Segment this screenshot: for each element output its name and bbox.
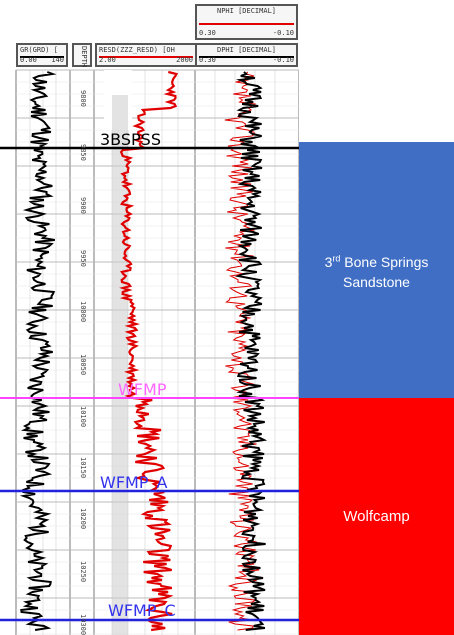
nphi-track-header: NPHI [DECIMAL] 0.30 -0.10 [195, 4, 298, 40]
depth-label: 9950 [79, 250, 87, 267]
dphi-curve-swatch [199, 56, 294, 58]
depth-label: 10150 [79, 457, 87, 479]
dphi-curve-title: DPHI [DECIMAL] [217, 46, 277, 54]
top-label-wfmp-c: WFMP_C [108, 601, 176, 620]
depth-label: 10050 [79, 354, 87, 376]
nphi-curve [224, 71, 260, 631]
depth-label: 9850 [79, 144, 87, 161]
top-label-wfmp: WFMP [118, 380, 167, 399]
gr-scale-max: 140 [51, 56, 64, 64]
depth-label: 9900 [79, 197, 87, 214]
gr-scale-min: 0.00 [20, 56, 37, 64]
dphi-curve [234, 71, 268, 631]
depth-label: 9800 [79, 90, 87, 107]
res-curve-swatch [99, 56, 193, 58]
dphi-track-header: DPHI [DECIMAL] 0.30 -0.10 [195, 43, 298, 67]
gr-track-header: GR(GRD) [ 0.00 140 [16, 43, 68, 67]
res-scale-min: 2.00 [99, 56, 116, 64]
zone-bone-springs-label-2: Sandstone [343, 273, 410, 290]
gr-curve [19, 71, 57, 631]
res-curve [119, 70, 178, 632]
depth-label: 10000 [79, 301, 87, 323]
res-scale-max: 2000 [176, 56, 193, 64]
depth-track-header: DEPTH [72, 43, 92, 67]
zone-wolfcamp-label: Wolfcamp [343, 508, 410, 525]
depth-label: 10300 [79, 614, 87, 635]
nphi-scale-min: 0.30 [199, 29, 216, 37]
top-label-wfmp-a: WFMP_A [100, 473, 168, 492]
well-log-tracks [0, 69, 299, 635]
res-shading-band [112, 95, 128, 635]
gr-curve-swatch [20, 56, 64, 58]
dphi-scale-max: -0.10 [272, 56, 294, 64]
res-curve-title: RESD(ZZZ_RESD) [OH [99, 46, 175, 54]
top-label-3bspss: 3BSPSS [100, 130, 161, 149]
zone-bone-springs-label: 3rd Bone Springs [324, 253, 429, 270]
res-track-header: RESD(ZZZ_RESD) [OH 2.00 2000 [95, 43, 197, 67]
depth-label: 10250 [79, 561, 87, 583]
zone-bone-springs: 3rd Bone Springs Sandstone [299, 142, 454, 398]
dphi-scale-min: 0.30 [199, 56, 216, 64]
depth-label: 10100 [79, 406, 87, 428]
nphi-scale-max: -0.10 [272, 29, 294, 37]
zone-wolfcamp: Wolfcamp [299, 398, 454, 635]
nphi-curve-swatch [199, 23, 294, 25]
nphi-curve-title: NPHI [DECIMAL] [217, 7, 277, 15]
depth-label: 10200 [79, 508, 87, 530]
gr-curve-title: GR(GRD) [ [20, 46, 58, 54]
